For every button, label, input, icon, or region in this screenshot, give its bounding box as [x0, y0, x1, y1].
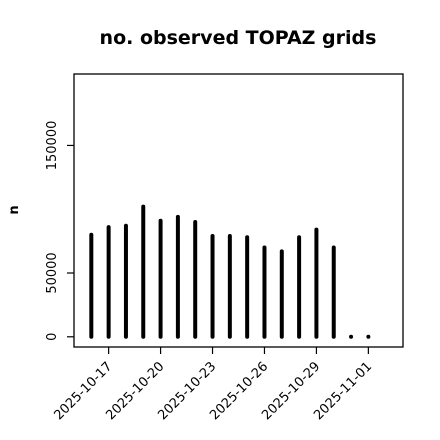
- x-axis: 2025-10-172025-10-202025-10-232025-10-26…: [51, 347, 375, 423]
- plot-frame: [73, 73, 404, 348]
- y-tick-label: 150000: [45, 121, 60, 171]
- chart-title: no. observed TOPAZ grids: [100, 27, 377, 49]
- y-tick-label: 0: [45, 333, 60, 341]
- y-axis: 0 50000 150000: [45, 121, 74, 341]
- y-tick-label: 50000: [45, 252, 60, 293]
- y-axis-label: n: [7, 205, 22, 214]
- bars: [89, 204, 371, 339]
